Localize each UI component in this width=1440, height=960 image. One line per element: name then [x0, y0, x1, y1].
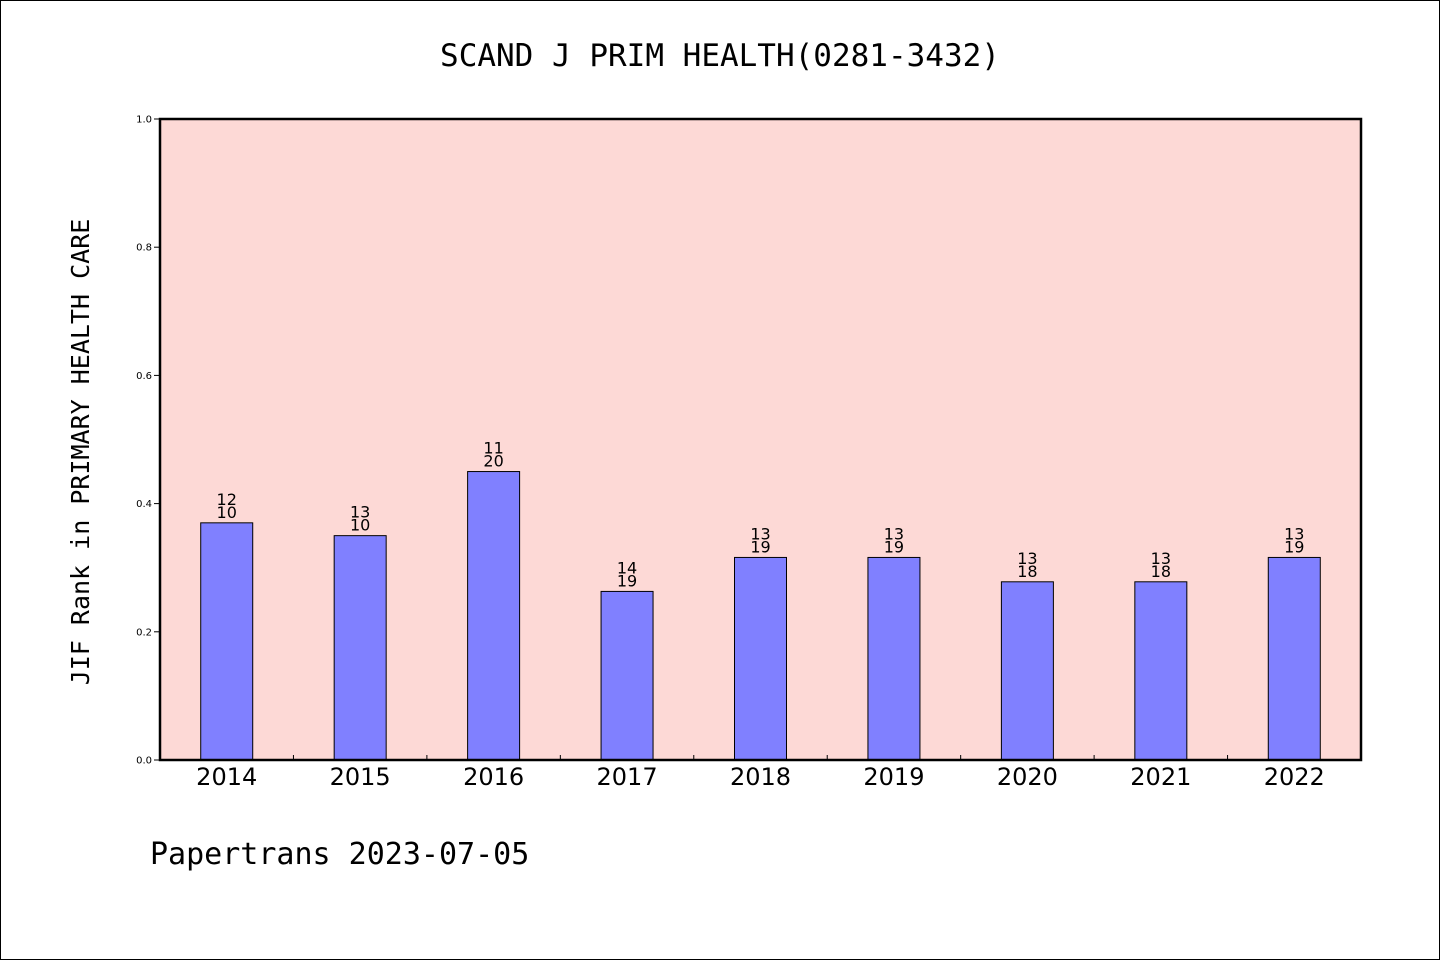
x-tick-label: 2018	[730, 763, 791, 791]
y-tick-label: 1.0	[136, 115, 152, 126]
data-label-bottom: 10	[350, 516, 370, 535]
plot-border	[158, 117, 1363, 762]
bar-2016	[467, 471, 521, 761]
bar-2020	[1000, 581, 1054, 761]
data-label-bottom: 19	[750, 537, 770, 556]
data-label-top: 13	[750, 524, 770, 543]
data-label-top: 14	[617, 558, 637, 577]
x-tick-label: 2015	[330, 763, 391, 791]
y-tick-label: 0.0	[136, 756, 152, 767]
y-axis-label: JIF Rank in PRIMARY HEALTH CARE	[66, 219, 95, 686]
data-label-top: 13	[1284, 524, 1304, 543]
data-label-top: 13	[1151, 549, 1171, 568]
bar-2018	[734, 556, 787, 761]
data-label-bottom: 10	[217, 503, 237, 522]
y-axis-ticks: 0.0 0.2 0.4 0.6 0.8 1.0	[136, 115, 160, 767]
data-label-bottom: 19	[884, 537, 904, 556]
y-tick-label: 0.8	[136, 243, 152, 254]
bar-2021	[1134, 581, 1188, 761]
x-axis-ticks: 2014 2015 2016 2017 2018 2019 2020 2021 2022	[196, 755, 1325, 791]
y-tick-label: 0.2	[136, 627, 152, 638]
x-tick-label: 2021	[1130, 763, 1191, 791]
data-label-top: 13	[884, 524, 904, 543]
data-label-top: 11	[483, 439, 503, 458]
data-label-top: 13	[350, 503, 370, 522]
bar-2022	[1267, 556, 1321, 761]
bars	[200, 471, 1321, 761]
data-label-bottom: 19	[617, 571, 637, 590]
y-tick-label: 0.4	[136, 499, 152, 510]
x-tick-label: 2022	[1264, 763, 1325, 791]
y-tick-label: 0.6	[136, 371, 152, 382]
x-tick-label: 2014	[196, 763, 257, 791]
chart-title: SCAND J PRIM HEALTH(0281-3432)	[440, 38, 1000, 74]
bar-2015	[333, 535, 387, 761]
data-label-bottom: 19	[1284, 537, 1304, 556]
bar-2014	[200, 522, 254, 761]
x-tick-label: 2017	[597, 763, 658, 791]
data-label-top: 12	[217, 490, 237, 509]
x-tick-label: 2016	[463, 763, 524, 791]
data-label-top: 13	[1017, 549, 1037, 568]
x-tick-label: 2020	[997, 763, 1058, 791]
x-tick-label: 2019	[863, 763, 924, 791]
data-label-bottom: 20	[483, 452, 503, 471]
data-label-bottom: 18	[1151, 562, 1171, 581]
data-label-bottom: 18	[1017, 562, 1037, 581]
footer-text: Papertrans 2023-07-05	[150, 837, 529, 872]
bar-2019	[867, 556, 921, 761]
bar-2017	[600, 590, 654, 761]
